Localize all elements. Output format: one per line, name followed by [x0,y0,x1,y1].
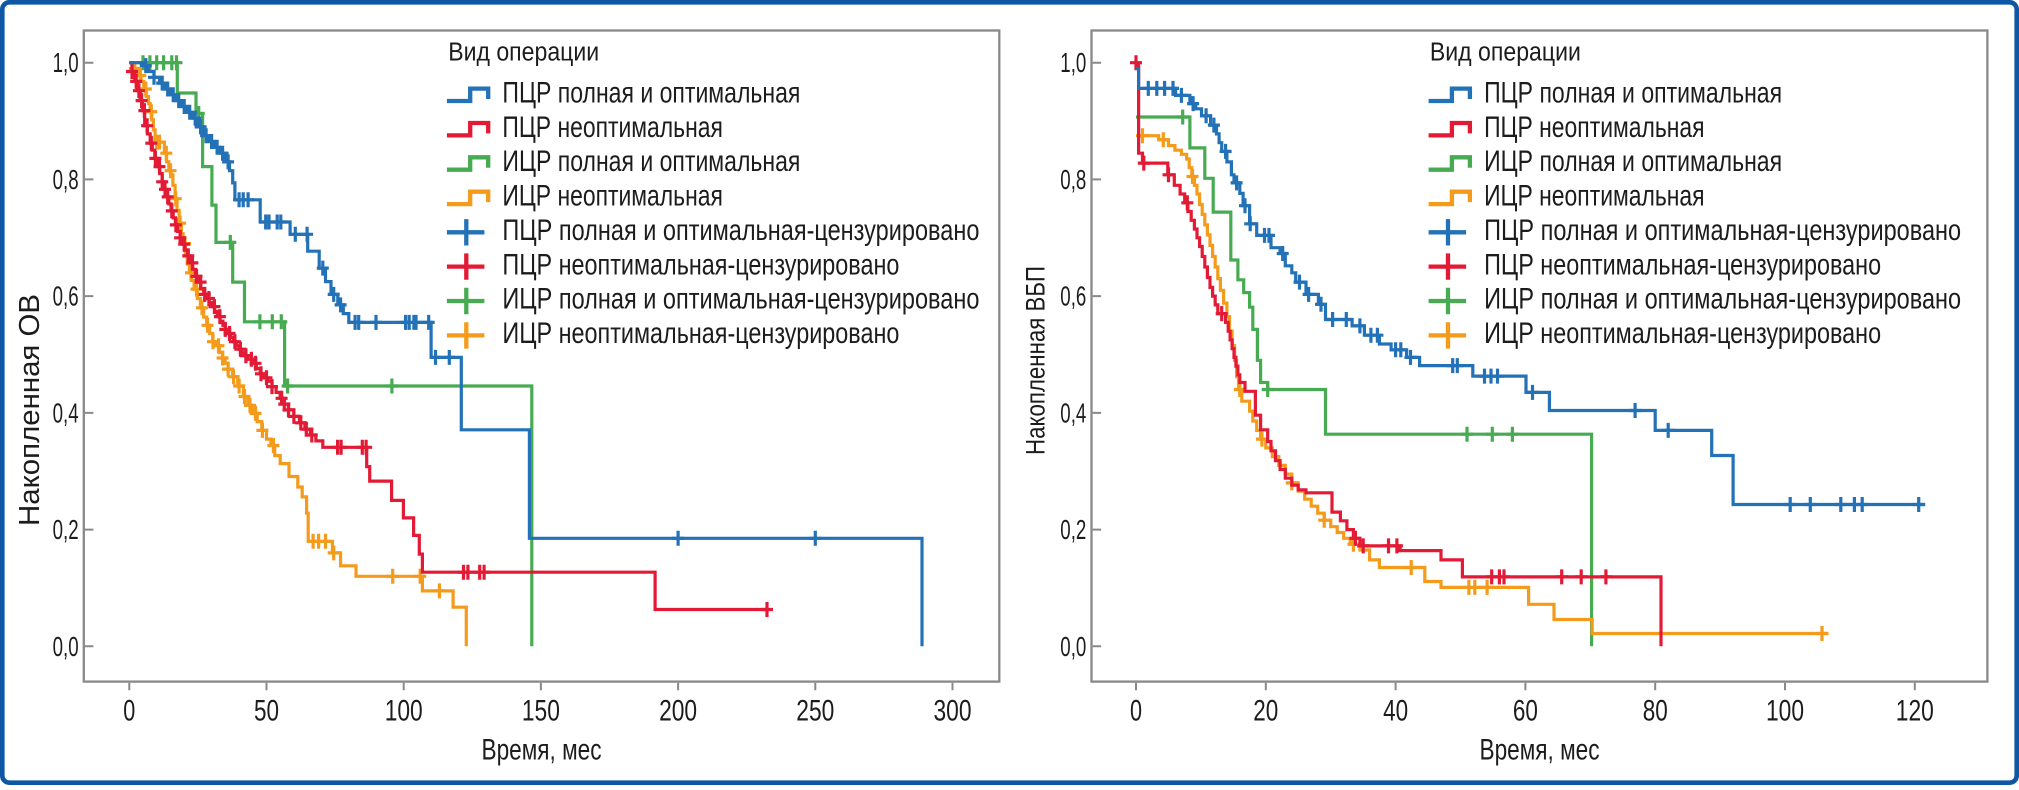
svg-text:0,8: 0,8 [53,164,79,195]
svg-text:ПЦР неоптимальная: ПЦР неоптимальная [502,111,723,144]
svg-text:60: 60 [1513,695,1538,728]
svg-text:0,2: 0,2 [1060,514,1086,545]
svg-text:100: 100 [385,695,423,728]
svg-text:ПЦР неоптимальная-цензурирован: ПЦР неоптимальная-цензурировано [1484,248,1881,281]
svg-text:Накопленная ОВ: Накопленная ОВ [14,294,46,526]
svg-text:0: 0 [1130,695,1142,728]
svg-text:20: 20 [1253,695,1278,728]
svg-text:ИЦР полная и оптимальная-цензу: ИЦР полная и оптимальная-цензурировано [1484,283,1961,316]
svg-text:Накопленная ВБП: Накопленная ВБП [1021,266,1051,455]
svg-text:50: 50 [254,695,279,728]
svg-text:0,4: 0,4 [1060,397,1086,428]
svg-text:0,6: 0,6 [53,281,79,312]
svg-text:300: 300 [934,695,972,728]
svg-text:100: 100 [1766,695,1804,728]
svg-text:ПЦР полная и оптимальная-цензу: ПЦР полная и оптимальная-цензурировано [502,214,979,247]
svg-text:1,0: 1,0 [53,47,79,78]
svg-text:ИЦР неоптимальная: ИЦР неоптимальная [502,180,723,213]
svg-text:40: 40 [1383,695,1408,728]
svg-text:ПЦР полная и оптимальная: ПЦР полная и оптимальная [502,77,800,110]
svg-text:0: 0 [123,695,135,728]
svg-text:200: 200 [659,695,697,728]
svg-text:0,8: 0,8 [1060,164,1086,195]
svg-text:ИЦР полная и оптимальная: ИЦР полная и оптимальная [1484,145,1782,178]
svg-text:ИЦР полная и оптимальная: ИЦР полная и оптимальная [502,145,800,178]
svg-text:ИЦР неоптимальная-цензурирован: ИЦР неоптимальная-цензурировано [1484,317,1881,350]
svg-text:ИЦР неоптимальная-цензурирован: ИЦР неоптимальная-цензурировано [502,317,899,350]
svg-text:250: 250 [796,695,834,728]
svg-text:ПЦР полная и оптимальная-цензу: ПЦР полная и оптимальная-цензурировано [1484,214,1961,247]
svg-text:ИЦР полная и оптимальная-цензу: ИЦР полная и оптимальная-цензурировано [502,283,979,316]
svg-text:ПЦР полная и оптимальная: ПЦР полная и оптимальная [1484,77,1782,110]
svg-text:0,2: 0,2 [53,514,79,545]
svg-text:ПЦР неоптимальная: ПЦР неоптимальная [1484,111,1705,144]
svg-text:ИЦР неоптимальная: ИЦР неоптимальная [1484,180,1705,213]
svg-text:1,0: 1,0 [1060,47,1086,78]
svg-text:80: 80 [1643,695,1668,728]
svg-text:0,4: 0,4 [53,397,79,428]
svg-text:ПЦР неоптимальная-цензурирован: ПЦР неоптимальная-цензурировано [502,248,899,281]
svg-text:Вид операции: Вид операции [1430,38,1581,66]
svg-text:150: 150 [522,695,560,728]
svg-text:0,0: 0,0 [53,631,79,662]
svg-text:Вид операции: Вид операции [448,38,599,66]
svg-text:Время, мес: Время, мес [482,734,602,767]
svg-text:120: 120 [1896,695,1934,728]
svg-text:Время, мес: Время, мес [1480,734,1600,767]
svg-text:0,0: 0,0 [1060,631,1086,662]
svg-text:0,6: 0,6 [1060,281,1086,312]
